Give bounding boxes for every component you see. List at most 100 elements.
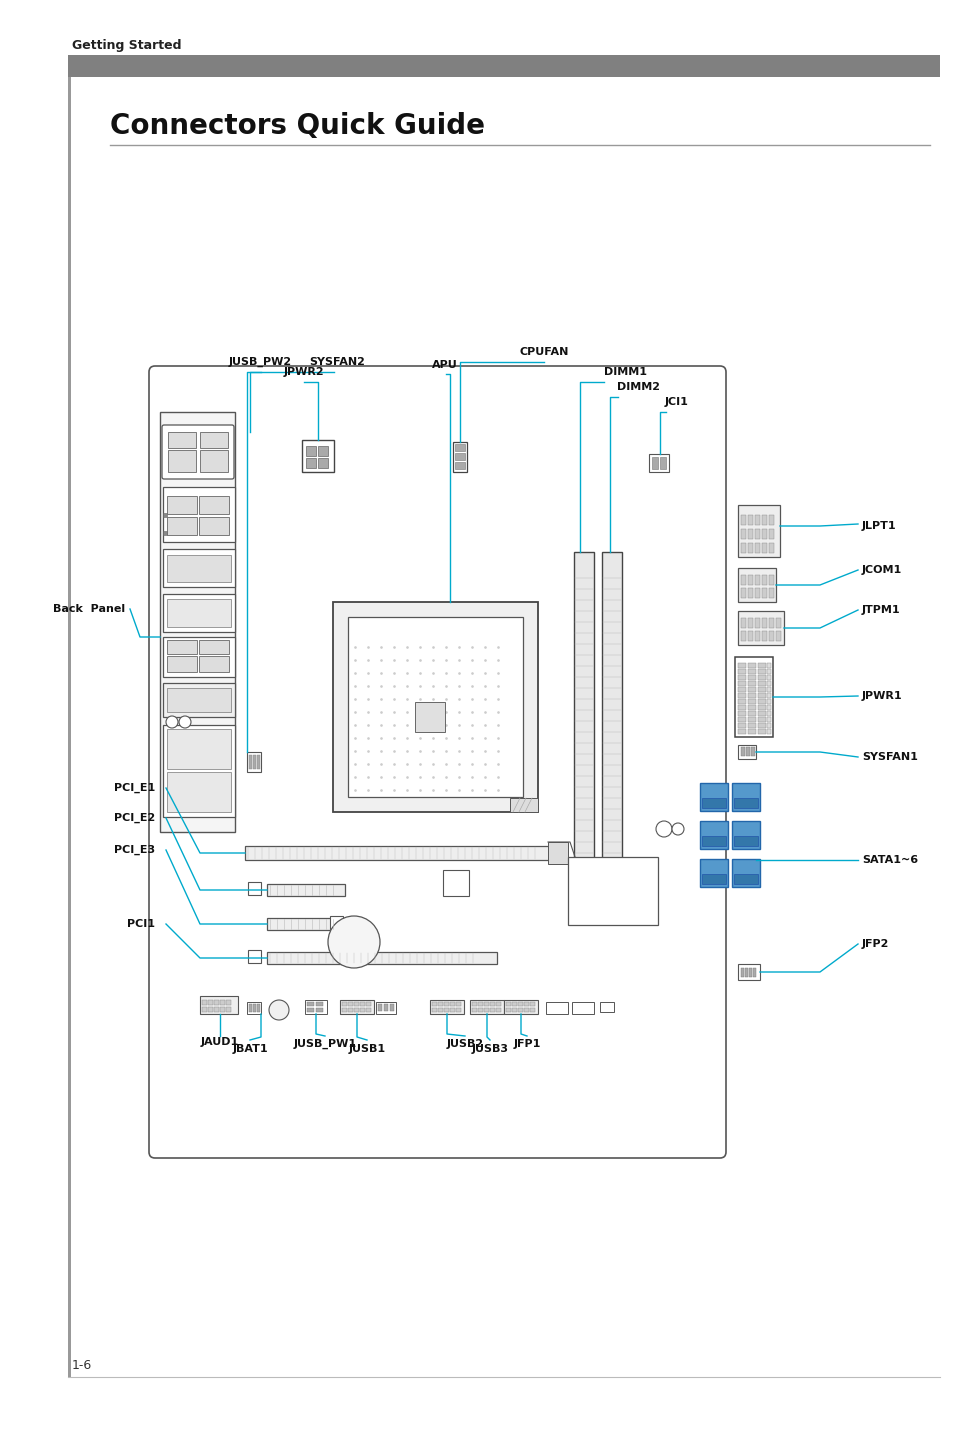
Bar: [437, 1008, 442, 1012]
Bar: [348, 1008, 353, 1012]
Bar: [738, 687, 745, 692]
Bar: [163, 548, 234, 587]
Bar: [740, 516, 745, 526]
Bar: [747, 589, 752, 599]
Bar: [738, 712, 745, 716]
Bar: [213, 1007, 219, 1012]
Bar: [750, 748, 754, 756]
Bar: [213, 1000, 219, 1005]
Bar: [167, 640, 196, 654]
Text: JFP2: JFP2: [862, 939, 888, 949]
Bar: [450, 1008, 455, 1012]
Bar: [775, 619, 781, 629]
Bar: [761, 516, 766, 526]
Text: PCI_E2: PCI_E2: [113, 813, 154, 823]
Bar: [456, 1002, 460, 1007]
Bar: [168, 432, 195, 448]
Bar: [168, 450, 195, 473]
Bar: [747, 543, 752, 553]
Bar: [302, 440, 334, 473]
Bar: [490, 1002, 495, 1007]
Bar: [738, 964, 760, 979]
Bar: [761, 543, 766, 553]
Bar: [366, 1008, 371, 1012]
Text: JLPT1: JLPT1: [862, 521, 896, 531]
Bar: [738, 611, 783, 644]
Bar: [306, 458, 315, 468]
Bar: [163, 531, 167, 536]
Text: PCI_E1: PCI_E1: [113, 783, 154, 793]
Bar: [700, 783, 727, 811]
Bar: [740, 968, 743, 977]
Bar: [512, 1002, 517, 1007]
Bar: [754, 516, 760, 526]
Bar: [738, 693, 745, 697]
Bar: [226, 1000, 231, 1005]
Bar: [163, 594, 234, 632]
Bar: [200, 432, 228, 448]
Circle shape: [269, 1000, 289, 1020]
Bar: [330, 916, 343, 929]
Bar: [766, 674, 770, 680]
Bar: [766, 723, 770, 727]
Bar: [768, 619, 773, 629]
Bar: [443, 1002, 449, 1007]
Bar: [700, 859, 727, 886]
Text: 1-6: 1-6: [71, 1359, 92, 1372]
Bar: [761, 589, 766, 599]
Bar: [247, 752, 261, 772]
Bar: [734, 657, 772, 737]
Bar: [758, 712, 765, 716]
Text: JFP1: JFP1: [513, 1040, 540, 1050]
Bar: [648, 454, 668, 473]
Bar: [307, 1008, 314, 1012]
Text: CPUFAN: CPUFAN: [518, 347, 568, 357]
Bar: [768, 516, 773, 526]
Bar: [738, 729, 745, 735]
Bar: [68, 77, 71, 1378]
Bar: [700, 821, 727, 849]
Bar: [761, 632, 766, 642]
Bar: [317, 458, 328, 468]
Bar: [163, 725, 234, 818]
Bar: [754, 543, 760, 553]
Bar: [523, 1008, 529, 1012]
Bar: [432, 1002, 436, 1007]
Bar: [738, 569, 775, 601]
Text: SATA1~6: SATA1~6: [862, 855, 917, 865]
Bar: [450, 1002, 455, 1007]
Bar: [315, 1008, 323, 1012]
Bar: [455, 463, 464, 470]
Bar: [747, 729, 755, 735]
Bar: [740, 632, 745, 642]
Circle shape: [166, 716, 178, 727]
Bar: [307, 1002, 314, 1007]
Bar: [758, 717, 765, 722]
Bar: [315, 1002, 323, 1007]
Bar: [333, 601, 537, 812]
Bar: [758, 682, 765, 686]
Bar: [701, 874, 725, 884]
Bar: [761, 619, 766, 629]
Bar: [738, 669, 745, 674]
Bar: [456, 1008, 460, 1012]
Bar: [442, 871, 469, 896]
Bar: [341, 1008, 347, 1012]
Bar: [738, 717, 745, 722]
Bar: [167, 495, 196, 514]
Bar: [745, 748, 749, 756]
Bar: [199, 517, 229, 536]
Bar: [359, 1002, 365, 1007]
Text: Getting Started: Getting Started: [71, 39, 181, 52]
Bar: [477, 1002, 482, 1007]
Text: SYSFAN1: SYSFAN1: [862, 752, 917, 762]
Bar: [483, 1002, 489, 1007]
Bar: [348, 1002, 353, 1007]
Bar: [545, 1002, 567, 1014]
Bar: [768, 543, 773, 553]
Bar: [733, 836, 758, 846]
Bar: [744, 968, 747, 977]
Bar: [740, 619, 745, 629]
Bar: [202, 1007, 207, 1012]
Bar: [68, 54, 939, 77]
